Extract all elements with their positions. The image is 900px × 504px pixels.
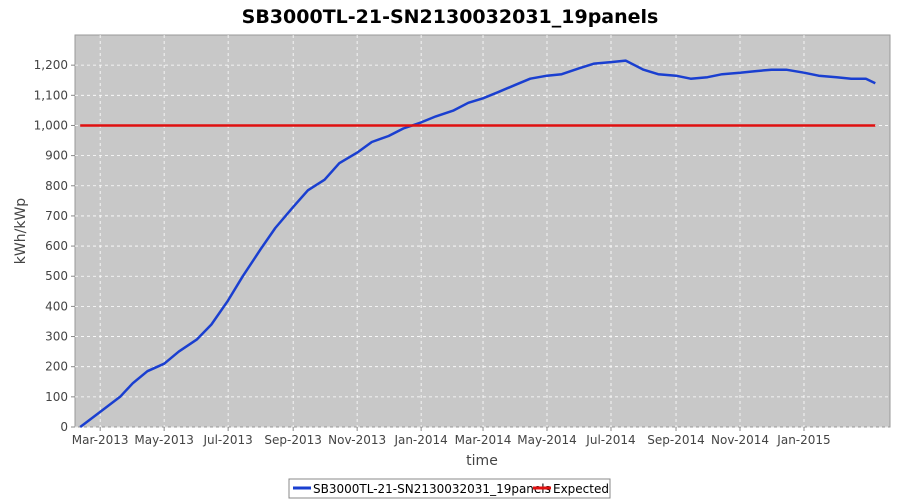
series-lines [79,59,876,428]
y-tick-label: 1,200 [34,58,68,72]
x-tick-label: Jan-2014 [393,433,447,447]
y-tick-label: 100 [45,390,68,404]
y-tick-label: 400 [45,299,68,313]
x-tick-label: Mar-2014 [455,433,512,447]
x-tick-label: Jul-2013 [202,433,252,447]
y-tick-label: 600 [45,239,68,253]
x-tick-label: May-2014 [517,433,576,447]
legend-label-expected: Expected [553,482,609,496]
y-tick-label: 200 [45,360,68,374]
y-tick-label: 700 [45,209,68,223]
y-axis-label: kWh/kWp [13,198,29,264]
x-tick-label: Jan-2015 [776,433,830,447]
y-tick-label: 500 [45,269,68,283]
x-tick-label: Sep-2014 [647,433,705,447]
y-tick-label: 800 [45,179,68,193]
x-tick-label: Nov-2014 [711,433,769,447]
x-tick-label: Nov-2013 [328,433,386,447]
plot-area [74,34,891,428]
y-tick-label: 1,100 [34,88,68,102]
legend-box [288,478,611,499]
series-line-production [79,59,876,428]
x-axis-label: time [466,453,498,469]
x-tick-label: Sep-2013 [264,433,322,447]
legend: SB3000TL-21-SN2130032031_19panels Expect… [288,478,611,499]
chart-title: SB3000TL-21-SN2130032031_19panels [242,6,659,28]
gridlines [75,35,890,428]
x-tick-label: Jul-2014 [585,433,635,447]
y-tick-label: 300 [45,330,68,344]
y-tick-label: 900 [45,149,68,163]
x-tick-label: May-2013 [134,433,193,447]
legend-label-series-1: SB3000TL-21-SN2130032031_19panels [313,482,551,496]
x-tick-label: Mar-2013 [72,433,129,447]
axes: 0 100 200 300 400 500 600 700 800 900 1,000 1,100 1,… [34,58,831,447]
y-tick-label: 1,000 [34,118,68,132]
y-tick-label: 0 [60,420,68,434]
